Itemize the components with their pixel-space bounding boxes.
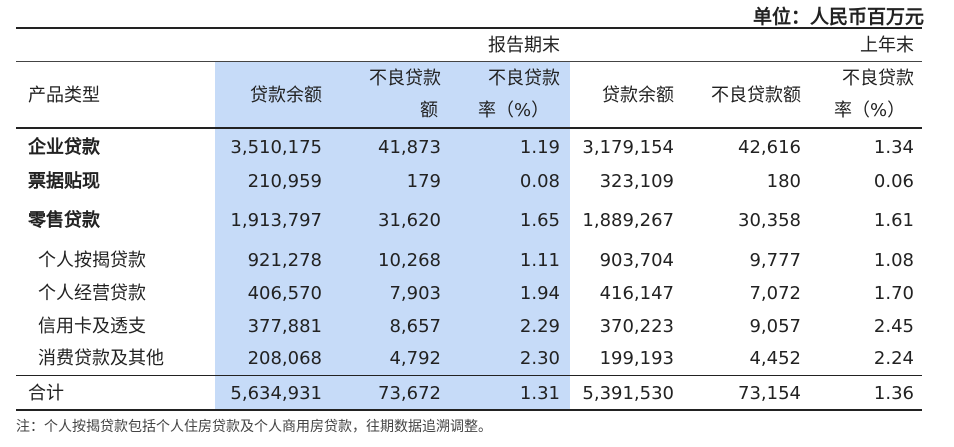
cell-cur-npl: 7,903 xyxy=(389,283,441,304)
total-top-rule xyxy=(16,375,922,376)
cell-cur-loan: 5,634,931 xyxy=(230,383,322,404)
cell-prev-rate: 1.61 xyxy=(873,210,914,231)
group-header-rule xyxy=(16,61,922,62)
cell-cur-loan: 208,068 xyxy=(247,348,322,369)
cell-prev-rate: 1.70 xyxy=(873,283,914,304)
header-cur-loan: 贷款余额 xyxy=(250,85,322,106)
row-label: 票据贴现 xyxy=(28,171,100,192)
cell-cur-npl: 10,268 xyxy=(378,250,441,271)
cell-cur-loan: 921,278 xyxy=(247,250,322,271)
cell-prev-npl: 42,616 xyxy=(738,137,801,158)
cell-prev-loan: 370,223 xyxy=(599,316,674,337)
group-header-prev: 上年末 xyxy=(860,35,914,56)
cell-prev-loan: 323,109 xyxy=(599,171,674,192)
cell-prev-rate: 1.36 xyxy=(873,383,914,404)
cell-cur-rate: 1.31 xyxy=(519,383,560,404)
cell-prev-loan: 5,391,530 xyxy=(582,383,674,404)
cell-cur-npl: 4,792 xyxy=(389,348,441,369)
row-label: 企业贷款 xyxy=(28,137,100,158)
header-cur-npl-line1: 不良贷款 xyxy=(369,68,441,89)
cell-cur-rate: 1.11 xyxy=(519,250,560,271)
cell-prev-loan: 1,889,267 xyxy=(582,210,674,231)
cell-prev-loan: 416,147 xyxy=(599,283,674,304)
header-prev-rate-line2: 率（%） xyxy=(834,100,906,121)
cell-cur-npl: 8,657 xyxy=(389,316,441,337)
cell-cur-rate: 2.29 xyxy=(519,316,560,337)
cell-cur-loan: 1,913,797 xyxy=(230,210,322,231)
current-period-highlight xyxy=(215,62,570,409)
cell-prev-loan: 3,179,154 xyxy=(582,137,674,158)
cell-cur-npl: 73,672 xyxy=(378,383,441,404)
header-product-type: 产品类型 xyxy=(28,85,100,106)
cell-prev-npl: 9,057 xyxy=(749,316,801,337)
cell-cur-loan: 3,510,175 xyxy=(230,137,322,158)
footnote: 注：个人按揭贷款包括个人住房贷款及个人商用房贷款，往期数据追溯调整。 xyxy=(16,419,492,435)
total-label: 合计 xyxy=(28,383,64,404)
cell-cur-rate: 1.94 xyxy=(519,283,560,304)
cell-cur-npl: 179 xyxy=(406,171,441,192)
group-header-current: 报告期末 xyxy=(488,35,560,56)
row-label: 个人经营贷款 xyxy=(38,283,146,304)
header-prev-rate-line1: 不良贷款 xyxy=(842,68,914,89)
cell-prev-rate: 2.24 xyxy=(873,348,914,369)
cell-cur-rate: 1.19 xyxy=(519,137,560,158)
cell-prev-loan: 903,704 xyxy=(599,250,674,271)
cell-cur-loan: 406,570 xyxy=(247,283,322,304)
cell-cur-rate: 1.65 xyxy=(519,210,560,231)
header-cur-rate-line2: 率（%） xyxy=(478,100,550,121)
cell-prev-rate: 1.08 xyxy=(873,250,914,271)
cell-prev-npl: 30,358 xyxy=(738,210,801,231)
header-prev-npl: 不良贷款额 xyxy=(711,85,801,106)
cell-prev-rate: 0.06 xyxy=(873,171,914,192)
cell-prev-loan: 199,193 xyxy=(599,348,674,369)
cell-prev-npl: 4,452 xyxy=(749,348,801,369)
cell-cur-rate: 2.30 xyxy=(519,348,560,369)
cell-prev-rate: 2.45 xyxy=(873,316,914,337)
cell-cur-rate: 0.08 xyxy=(519,171,560,192)
row-label: 消费贷款及其他 xyxy=(38,348,164,369)
cell-cur-npl: 41,873 xyxy=(378,137,441,158)
header-bottom-rule xyxy=(16,127,922,129)
row-label: 零售贷款 xyxy=(28,210,100,231)
cell-prev-rate: 1.34 xyxy=(873,137,914,158)
cell-prev-npl: 180 xyxy=(766,171,801,192)
table-top-rule xyxy=(16,27,922,29)
row-label: 信用卡及透支 xyxy=(38,316,146,337)
cell-cur-loan: 377,881 xyxy=(247,316,322,337)
cell-cur-loan: 210,959 xyxy=(247,171,322,192)
header-prev-loan: 贷款余额 xyxy=(602,85,674,106)
cell-prev-npl: 73,154 xyxy=(738,383,801,404)
header-cur-npl-line2: 额 xyxy=(420,100,438,121)
table-bottom-rule xyxy=(16,409,922,411)
cell-prev-npl: 7,072 xyxy=(749,283,801,304)
row-label: 个人按揭贷款 xyxy=(38,250,146,271)
unit-label: 单位：人民币百万元 xyxy=(752,6,924,28)
cell-cur-npl: 31,620 xyxy=(378,210,441,231)
header-cur-rate-line1: 不良贷款 xyxy=(488,68,560,89)
cell-prev-npl: 9,777 xyxy=(749,250,801,271)
